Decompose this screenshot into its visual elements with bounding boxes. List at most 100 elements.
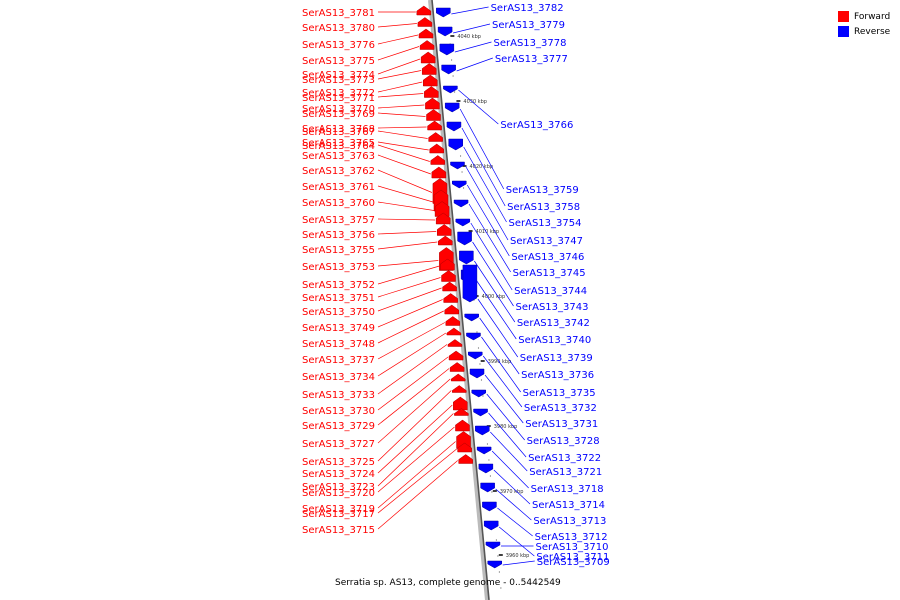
forward-gene-leader <box>377 112 426 117</box>
reverse-gene-feature <box>462 264 478 303</box>
reverse-gene-label: SerAS13_3740 <box>518 335 591 346</box>
forward-gene-label: SerAS13_3729 <box>302 421 375 432</box>
forward-gene-feature <box>429 143 444 154</box>
reverse-gene-label: SerAS13_3782 <box>491 3 564 14</box>
forward-gene-leader <box>377 241 438 250</box>
forward-gene-feature <box>420 51 436 64</box>
track-dot <box>461 171 463 173</box>
reverse-gene-label: SerAS13_3712 <box>535 532 608 543</box>
reverse-gene-leader <box>497 507 533 537</box>
forward-gene-leader <box>377 404 453 474</box>
track-dot <box>480 379 483 381</box>
forward-gene-label: SerAS13_3750 <box>302 307 375 318</box>
forward-gene-label: SerAS13_3724 <box>302 469 375 480</box>
reverse-gene-feature <box>482 501 497 512</box>
reverse-gene-label: SerAS13_3713 <box>533 516 606 527</box>
reverse-gene-leader <box>470 222 513 291</box>
reverse-gene-label: SerAS13_3731 <box>525 419 598 430</box>
reverse-gene-feature <box>476 446 492 455</box>
forward-gene-label: SerAS13_3762 <box>302 166 375 177</box>
reverse-gene-label: SerAS13_3710 <box>536 542 609 553</box>
reverse-gene-label: SerAS13_3728 <box>527 436 600 447</box>
reverse-gene-label: SerAS13_3721 <box>529 467 602 478</box>
forward-gene-leader <box>377 441 456 509</box>
genome-backbone <box>431 0 490 600</box>
scale-tick-label: 3960 kbp <box>506 553 530 559</box>
reverse-gene-label: SerAS13_3766 <box>500 120 573 131</box>
scale-tick-label: 4010 kbp <box>476 229 500 235</box>
forward-gene-label: SerAS13_3757 <box>302 215 375 226</box>
forward-gene-feature <box>426 109 441 121</box>
track-dot <box>488 459 490 461</box>
forward-gene-leader <box>377 287 442 312</box>
reverse-gene-feature <box>448 138 463 151</box>
reverse-gene-label: SerAS13_3746 <box>511 252 584 263</box>
track-dot <box>452 75 454 77</box>
track-dot <box>479 363 481 365</box>
reverse-gene-leader <box>461 127 506 207</box>
track-dot <box>495 539 497 541</box>
reverse-gene-feature <box>452 180 467 189</box>
reverse-gene-label: SerAS13_3711 <box>536 552 609 563</box>
reverse-gene-label: SerAS13_3722 <box>528 453 601 464</box>
forward-gene-leader <box>377 277 441 298</box>
reverse-gene-leader <box>454 41 492 53</box>
forward-gene-leader <box>377 378 451 444</box>
forward-gene-feature <box>444 304 459 315</box>
reverse-gene-feature <box>469 368 485 379</box>
scale-tick-label: 3970 kbp <box>500 489 524 495</box>
forward-gene-leader <box>377 93 424 98</box>
forward-gene-feature <box>443 293 458 303</box>
forward-gene-feature <box>423 74 438 87</box>
forward-gene-leader <box>377 185 434 203</box>
forward-gene-feature <box>450 373 466 382</box>
forward-gene-feature <box>440 258 455 271</box>
reverse-gene-leader <box>502 560 535 566</box>
forward-gene-label: SerAS13_3772 <box>302 88 375 99</box>
reverse-gene-leader <box>491 450 529 489</box>
forward-gene-leader <box>377 104 425 109</box>
reverse-gene-label: SerAS13_3744 <box>514 286 587 297</box>
reverse-gene-feature <box>483 520 499 531</box>
reverse-gene-feature <box>437 26 453 37</box>
forward-gene-feature <box>428 132 443 142</box>
reverse-gene-leader <box>458 89 499 125</box>
track-dot <box>476 331 478 333</box>
reverse-gene-feature <box>455 218 471 227</box>
forward-gene-label: SerAS13_3769 <box>302 109 375 120</box>
forward-gene-feature <box>431 166 447 179</box>
forward-gene-label: SerAS13_3733 <box>302 390 375 401</box>
reverse-gene-feature <box>441 64 456 75</box>
forward-gene-feature <box>448 350 464 361</box>
reverse-gene-leader <box>463 146 507 223</box>
forward-gene-leader <box>377 58 421 75</box>
reverse-gene-feature <box>485 541 501 550</box>
forward-gene-feature <box>425 97 440 110</box>
track-dot <box>459 155 462 157</box>
forward-gene-feature <box>445 316 461 326</box>
forward-gene-feature <box>417 17 433 27</box>
forward-gene-feature <box>436 224 452 236</box>
forward-gene-label: SerAS13_3774 <box>302 70 375 81</box>
forward-gene-label: SerAS13_3720 <box>302 488 375 499</box>
forward-gene-leader <box>377 390 452 462</box>
forward-gene-label: SerAS13_3760 <box>302 198 375 209</box>
forward-gene-feature <box>453 396 468 411</box>
forward-gene-leader <box>377 413 454 487</box>
forward-gene-label: SerAS13_3752 <box>302 280 375 291</box>
scale-tick-label: 4020 kbp <box>469 164 493 170</box>
forward-gene-leader <box>377 23 417 28</box>
reverse-gene-feature <box>457 231 472 246</box>
track-dot <box>500 587 502 589</box>
reverse-gene-feature <box>443 85 458 94</box>
track-dot <box>451 59 453 61</box>
forward-gene-label: SerAS13_3725 <box>302 457 375 468</box>
forward-gene-label: SerAS13_3764 <box>302 141 375 152</box>
reverse-gene-leader <box>475 279 517 340</box>
forward-gene-label: SerAS13_3768 <box>302 124 375 135</box>
reverse-gene-leader <box>490 431 528 472</box>
reverse-gene-label: SerAS13_3735 <box>523 388 596 399</box>
forward-gene-leader <box>377 34 419 45</box>
forward-gene-label: SerAS13_3723 <box>302 482 375 493</box>
